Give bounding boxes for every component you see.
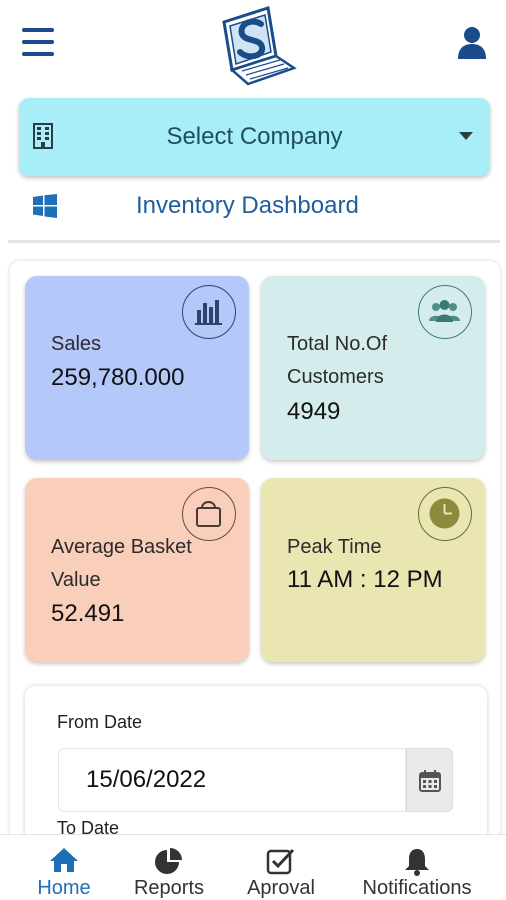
peak-time-value: 11 AM : 12 PM xyxy=(287,566,443,593)
divider xyxy=(8,240,500,243)
building-icon xyxy=(33,123,53,149)
basket-label-line1: Average Basket xyxy=(51,536,192,558)
sales-card[interactable]: Sales 259,780.000 xyxy=(25,276,249,460)
windows-icon xyxy=(33,194,57,218)
shopping-bag-icon xyxy=(182,487,236,541)
company-logo xyxy=(222,6,297,86)
basket-card[interactable]: Average Basket Value 52.491 xyxy=(25,478,249,662)
bottom-nav: Home Reports Aproval Notifications xyxy=(0,834,506,900)
from-date-input[interactable]: 15/06/2022 xyxy=(58,748,406,812)
customers-value: 4949 xyxy=(287,398,341,425)
sales-label: Sales xyxy=(51,333,102,355)
nav-home-label: Home xyxy=(37,877,91,899)
bar-chart-icon xyxy=(182,285,236,339)
pie-chart-icon xyxy=(155,848,182,874)
from-date-label: From Date xyxy=(57,712,143,732)
peak-time-label: Peak Time xyxy=(287,536,382,558)
nav-notifications[interactable]: Notifications xyxy=(352,835,482,900)
customers-label-line1: Total No.Of xyxy=(287,333,388,355)
customers-label-line2: Customers xyxy=(287,366,384,388)
check-square-icon xyxy=(266,848,295,875)
nav-home[interactable]: Home xyxy=(22,835,106,900)
basket-value: 52.491 xyxy=(51,600,125,627)
to-date-label: To Date xyxy=(57,818,120,838)
nav-reports[interactable]: Reports xyxy=(126,835,212,900)
bell-icon xyxy=(405,849,429,876)
company-select-label: Select Company xyxy=(166,123,343,150)
basket-label-line2: Value xyxy=(51,569,101,591)
customers-card[interactable]: Total No.Of Customers 4949 xyxy=(261,276,485,460)
calendar-button[interactable] xyxy=(406,748,453,812)
company-select[interactable]: Select Company xyxy=(19,98,490,176)
user-icon xyxy=(458,27,486,59)
nav-notifications-label: Notifications xyxy=(362,877,472,899)
nav-approval[interactable]: Aproval xyxy=(238,835,324,900)
menu-button[interactable] xyxy=(22,28,56,58)
dashboard-link: Inventory Dashboard xyxy=(0,186,506,228)
user-button[interactable] xyxy=(456,26,488,60)
chevron-down-icon xyxy=(459,132,473,140)
clock-icon xyxy=(418,487,472,541)
calendar-icon xyxy=(419,770,441,792)
nav-reports-label: Reports xyxy=(133,877,205,899)
sales-value: 259,780.000 xyxy=(51,364,185,391)
users-group-icon xyxy=(418,285,472,339)
dashboard-link-label[interactable]: Inventory Dashboard xyxy=(136,192,359,219)
peak-time-card[interactable]: Peak Time 11 AM : 12 PM xyxy=(261,478,485,662)
home-icon xyxy=(50,848,78,872)
nav-approval-label: Aproval xyxy=(247,877,315,899)
top-bar xyxy=(0,0,506,92)
